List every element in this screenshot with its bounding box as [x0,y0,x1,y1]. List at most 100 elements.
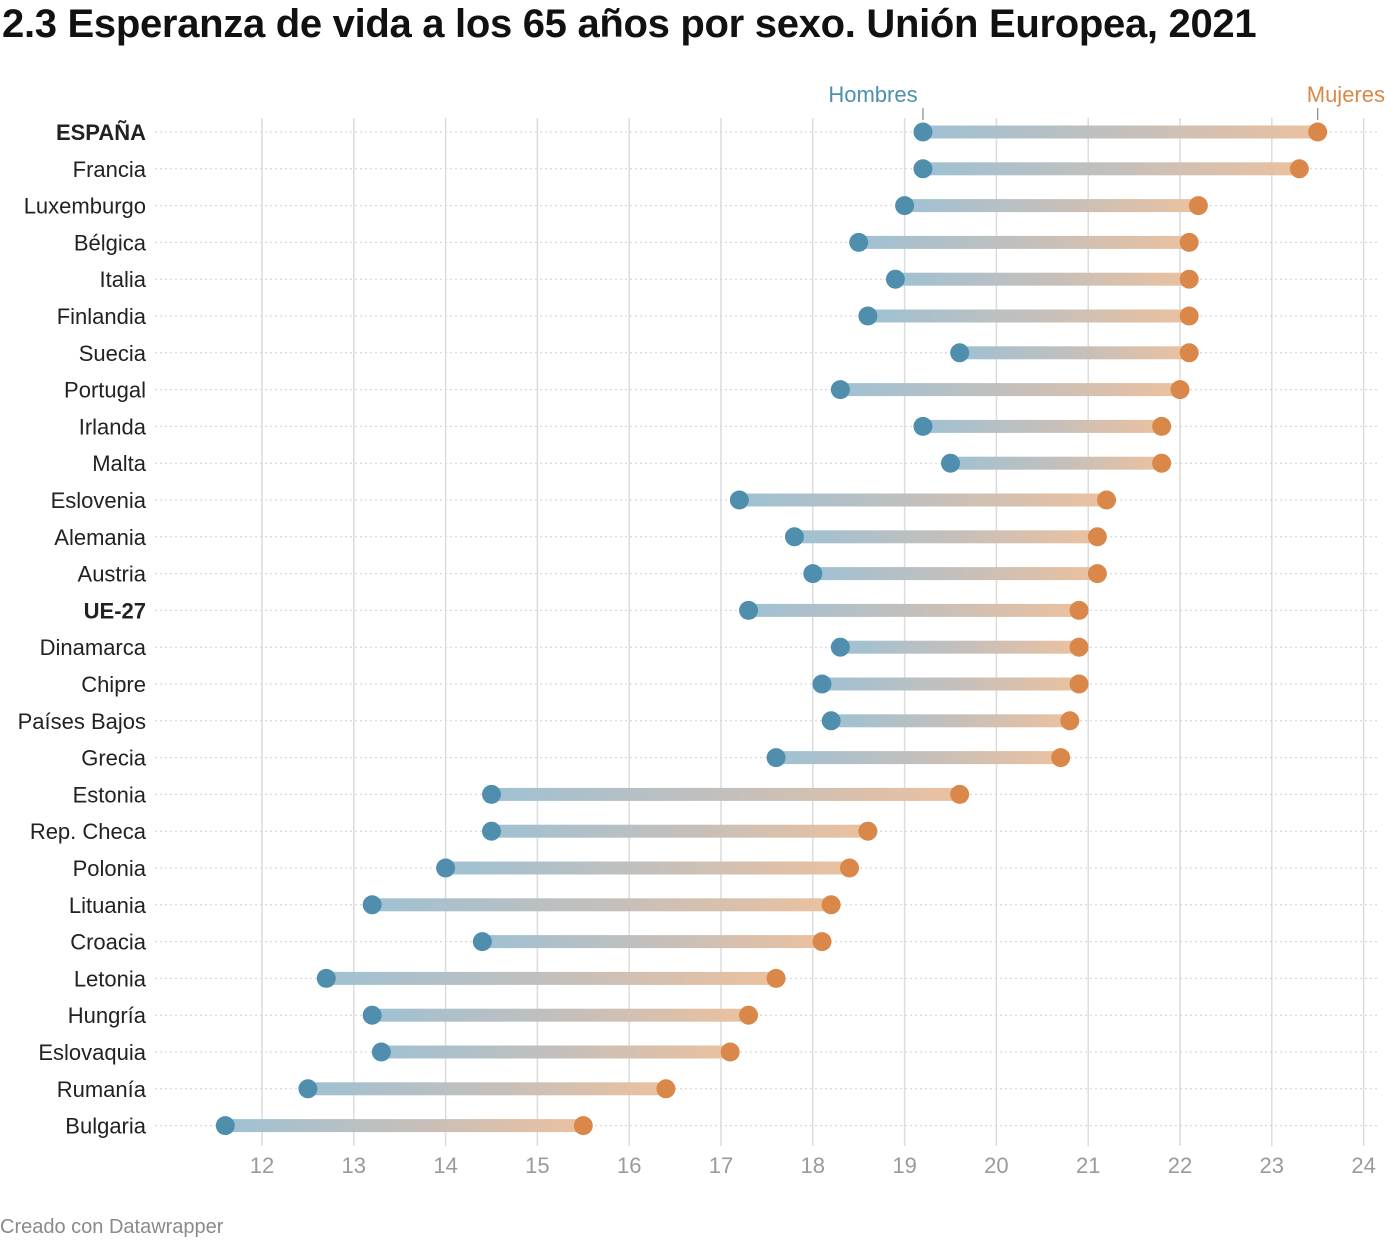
men-dot [784,527,804,547]
chart-row: Eslovaquia [38,1040,740,1065]
country-label: Eslovaquia [38,1040,146,1065]
range-bar [445,861,850,875]
chart-row: Irlanda [79,414,1172,439]
men-dot [316,968,336,988]
men-dot [482,784,501,804]
chart-row: Letonia [74,966,786,991]
country-label: Alemania [54,525,146,550]
x-axis: 12 13 14 15 16 17 18 19 20 21 22 23 24 [250,1153,1376,1178]
men-dot [913,122,933,142]
range-bar [821,677,1080,691]
women-dot [1170,380,1190,400]
women-dot [1179,306,1199,326]
range-bar [922,162,1300,176]
men-dot [436,858,456,878]
country-label: Estonia [73,782,147,807]
range-bar [812,567,1098,581]
legend-label-women: Mujeres [1307,82,1385,107]
women-dot [1289,159,1309,179]
men-dot [729,490,749,510]
men-dot [858,306,878,326]
women-dot [1179,269,1199,289]
chart-row: UE-27 [84,598,1089,623]
women-dot [1087,527,1107,547]
range-bar [840,383,1180,397]
range-bar [491,787,960,801]
women-dot [720,1042,740,1062]
legend: Hombres Mujeres [828,82,1385,120]
country-label: Irlanda [79,414,147,439]
chart-row: Polonia [73,856,860,881]
x-tick-label: 23 [1260,1153,1284,1178]
chart-row: Suecia [79,341,1199,366]
women-dot [1087,564,1107,584]
women-dot [858,821,878,841]
range-bar [326,971,777,985]
chart-row: Rumanía [57,1077,676,1102]
x-tick-label: 17 [709,1153,733,1178]
country-label: Bulgaria [65,1114,146,1139]
women-dot [1188,196,1208,216]
men-dot [849,232,869,252]
range-bar [959,346,1190,360]
chart-row: Finlandia [57,304,1199,329]
men-dot [913,416,933,436]
x-tick-label: 20 [984,1153,1008,1178]
men-dot [830,637,850,657]
chart-row: Bulgaria [65,1114,593,1139]
chart-rows: ESPAÑA Francia Luxemburgo Bélgica Italia Finl… [18,120,1328,1139]
footer-credit: Creado con Datawrapper [0,1216,224,1238]
women-dot [1179,232,1199,252]
range-bar [904,199,1199,213]
country-label: Portugal [64,378,146,403]
legend-label-men: Hombres [828,82,917,107]
women-dot [840,858,860,878]
men-dot [812,674,832,694]
women-dot [950,784,970,804]
country-label: Grecia [81,746,147,771]
men-dot [362,1005,382,1025]
men-dot [913,159,933,179]
range-bar [895,272,1190,286]
women-dot [1179,343,1199,363]
grid-lines [261,118,1365,1146]
country-label: Bélgica [74,230,147,255]
women-dot [656,1079,676,1099]
chart-row: Estonia [73,782,970,807]
men-dot [298,1079,318,1099]
chart-row: Bélgica [74,230,1199,255]
chart-title: 2.3 Esperanza de vida a los 65 años por … [2,2,1257,46]
country-label: Italia [100,267,147,292]
women-dot [1060,711,1080,731]
chart-row: Grecia [81,746,1071,771]
range-bar [372,898,832,912]
chart-row: Rep. Checa [30,819,878,844]
country-label: ESPAÑA [56,120,146,145]
country-label: Francia [73,157,147,182]
women-dot [1069,600,1089,620]
men-dot [941,453,960,473]
women-dot [739,1005,759,1025]
country-label: Países Bajos [18,709,146,734]
country-label: Rep. Checa [30,819,147,844]
chart-row: ESPAÑA [56,120,1328,145]
women-dot [812,932,832,952]
range-bar [372,1008,749,1022]
chart-row: Chipre [81,672,1089,697]
range-bar [922,419,1162,433]
range-bar [840,640,1080,654]
chart-row: Croacia [70,930,832,955]
men-dot [830,380,850,400]
men-dot [885,269,905,289]
women-dot [1152,453,1172,473]
men-dot [950,343,970,363]
x-tick-label: 18 [801,1153,825,1178]
country-label: Polonia [73,856,147,881]
country-label: Lituania [69,893,147,918]
x-tick-label: 15 [525,1153,549,1178]
chart-row: Hungría [68,1003,759,1028]
country-label: Dinamarca [40,635,147,660]
x-tick-label: 21 [1076,1153,1100,1178]
men-dot [821,711,841,731]
country-label: Finlandia [57,304,147,329]
